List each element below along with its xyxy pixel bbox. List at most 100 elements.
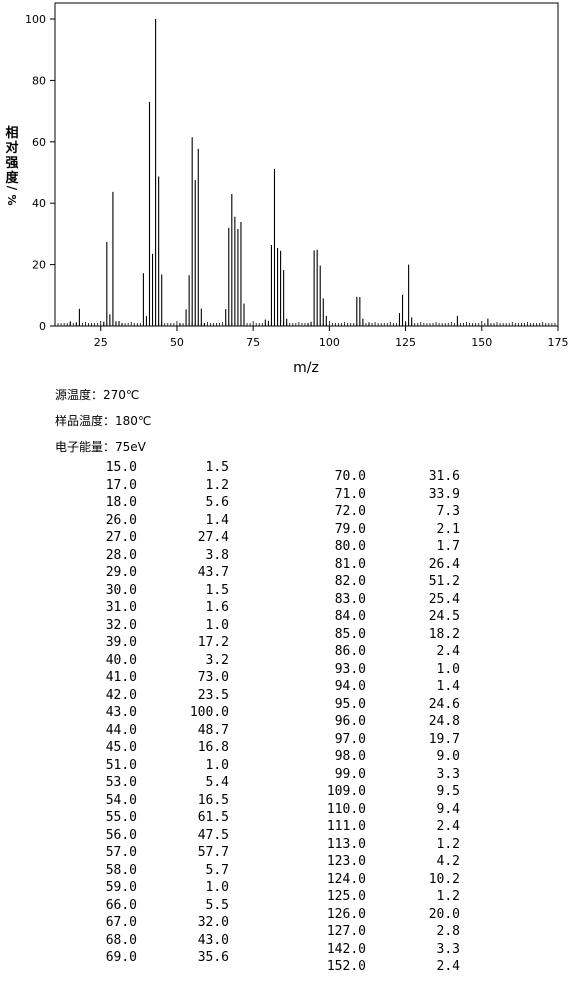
peak-row: 93.0 1.0 <box>270 662 460 680</box>
peak-intensity: 2.1 <box>436 521 460 537</box>
peak-mz: 111.0 <box>326 819 366 834</box>
peak-intensity: 1.7 <box>436 539 460 554</box>
peak-intensity: 51.2 <box>428 574 460 589</box>
peak-mz: 142.0 <box>326 941 366 957</box>
x-axis-label: m/z <box>293 360 319 376</box>
peak-row: 142.0 3.3 <box>270 942 460 960</box>
peak-intensity: 5.6 <box>205 495 229 510</box>
peak-row: 111.0 2.4 <box>270 819 460 837</box>
peak-intensity: 1.0 <box>205 757 229 773</box>
y-label-char: 对 <box>5 140 18 156</box>
peak-intensity: 23.5 <box>197 687 229 703</box>
peak-row: 41.0 73.0 <box>45 670 235 688</box>
peak-intensity: 1.2 <box>436 889 460 904</box>
peak-row: 113.0 1.2 <box>270 837 460 855</box>
peak-row: 42.0 23.5 <box>45 688 235 706</box>
peak-row: 56.0 47.5 <box>45 828 235 846</box>
peak-row: 82.0 51.2 <box>270 574 460 592</box>
peak-mz: 28.0 <box>105 547 137 563</box>
peak-mz: 44.0 <box>105 722 137 738</box>
peak-mz: 125.0 <box>326 889 366 904</box>
peak-mz: 93.0 <box>334 661 366 677</box>
peak-mz: 95.0 <box>334 696 366 712</box>
peak-row: 58.0 5.7 <box>45 863 235 881</box>
condition-source-temp: 源温度：270℃ <box>55 386 139 403</box>
peak-row: 84.0 24.5 <box>270 609 460 627</box>
y-tick-label: 0 <box>39 320 46 333</box>
peak-intensity: 3.3 <box>436 766 460 782</box>
peak-mz: 72.0 <box>334 504 366 519</box>
peak-mz: 94.0 <box>334 679 366 694</box>
peak-mz: 127.0 <box>326 924 366 939</box>
peak-row: 27.0 27.4 <box>45 530 235 548</box>
peak-intensity: 9.5 <box>436 784 460 799</box>
peak-intensity: 4.2 <box>436 854 460 869</box>
peak-intensity: 10.2 <box>428 871 460 887</box>
peak-mz: 83.0 <box>334 591 366 607</box>
peak-mz: 45.0 <box>105 740 137 755</box>
peak-row: 43.0 100.0 <box>45 705 235 723</box>
peak-intensity: 2.4 <box>436 959 460 974</box>
peak-mz: 67.0 <box>105 915 137 930</box>
peak-intensity: 19.7 <box>428 731 460 747</box>
peak-intensity: 1.6 <box>205 600 229 615</box>
y-label-char: 强 <box>5 156 18 171</box>
peak-mz: 85.0 <box>334 626 366 642</box>
mass-spectrum-chart: 25 50 75 100 125 150 175 0 20 40 60 80 100 m/z 相对强度… <box>5 2 569 376</box>
condition-label: 源温度： <box>55 388 104 402</box>
peak-row: 97.0 19.7 <box>270 732 460 750</box>
peak-intensity: 26.4 <box>428 556 460 572</box>
peak-intensity: 1.2 <box>436 836 460 852</box>
peak-intensity: 24.8 <box>428 714 460 729</box>
peak-intensity: 5.4 <box>205 775 229 790</box>
peak-mz: 84.0 <box>334 609 366 624</box>
peak-mz: 99.0 <box>334 766 366 782</box>
peak-row: 95.0 24.6 <box>270 697 460 715</box>
peak-intensity: 1.5 <box>205 460 229 475</box>
peak-row: 94.0 1.4 <box>270 679 460 697</box>
peak-intensity: 100.0 <box>189 705 229 720</box>
peak-mz: 70.0 <box>334 469 366 484</box>
peak-mz: 109.0 <box>326 784 366 799</box>
peak-intensity: 57.7 <box>197 845 229 860</box>
peak-mz: 39.0 <box>105 635 137 650</box>
x-tick-label: 50 <box>170 336 184 349</box>
peak-row: 40.0 3.2 <box>45 653 235 671</box>
peak-row: 66.0 5.5 <box>45 898 235 916</box>
peak-intensity: 43.7 <box>197 565 229 580</box>
peak-row: 29.0 43.7 <box>45 565 235 583</box>
peak-mz: 53.0 <box>105 775 137 790</box>
peak-table-left: 15.0 1.5 17.0 1.2 18.0 5.6 26.0 1.4 27.0 27.4 28.0… <box>45 460 235 968</box>
peak-row: 30.0 1.5 <box>45 583 235 601</box>
peak-intensity: 24.5 <box>428 609 460 624</box>
x-tick-label: 25 <box>94 336 108 349</box>
peak-intensity: 1.0 <box>205 880 229 895</box>
peak-row: 51.0 1.0 <box>45 758 235 776</box>
peak-mz: 126.0 <box>326 906 366 922</box>
peak-table-right: 70.0 31.6 71.0 33.9 72.0 7.3 79.0 2.1 80.0 1.7 81.… <box>270 469 460 977</box>
peak-bars <box>69 19 489 326</box>
minor-ticks <box>54 321 559 326</box>
peak-intensity: 43.0 <box>197 932 229 948</box>
peak-row: 69.0 35.6 <box>45 950 235 968</box>
peak-intensity: 20.0 <box>428 906 460 922</box>
peak-row: 55.0 61.5 <box>45 810 235 828</box>
y-tick-label: 60 <box>32 136 46 149</box>
peak-intensity: 9.0 <box>436 749 460 764</box>
peak-intensity: 2.4 <box>436 819 460 834</box>
peak-intensity: 2.4 <box>436 644 460 659</box>
peak-intensity: 73.0 <box>197 670 229 685</box>
peak-row: 45.0 16.8 <box>45 740 235 758</box>
peak-row: 86.0 2.4 <box>270 644 460 662</box>
peak-mz: 69.0 <box>105 950 137 965</box>
peak-intensity: 24.6 <box>428 696 460 712</box>
peak-mz: 113.0 <box>326 836 366 852</box>
condition-value: 180℃ <box>115 414 152 428</box>
peak-mz: 29.0 <box>105 565 137 580</box>
peak-intensity: 48.7 <box>197 722 229 738</box>
peak-mz: 18.0 <box>105 495 137 510</box>
y-tick-label: 80 <box>32 74 46 87</box>
peak-row: 15.0 1.5 <box>45 460 235 478</box>
peak-intensity: 1.4 <box>205 512 229 528</box>
